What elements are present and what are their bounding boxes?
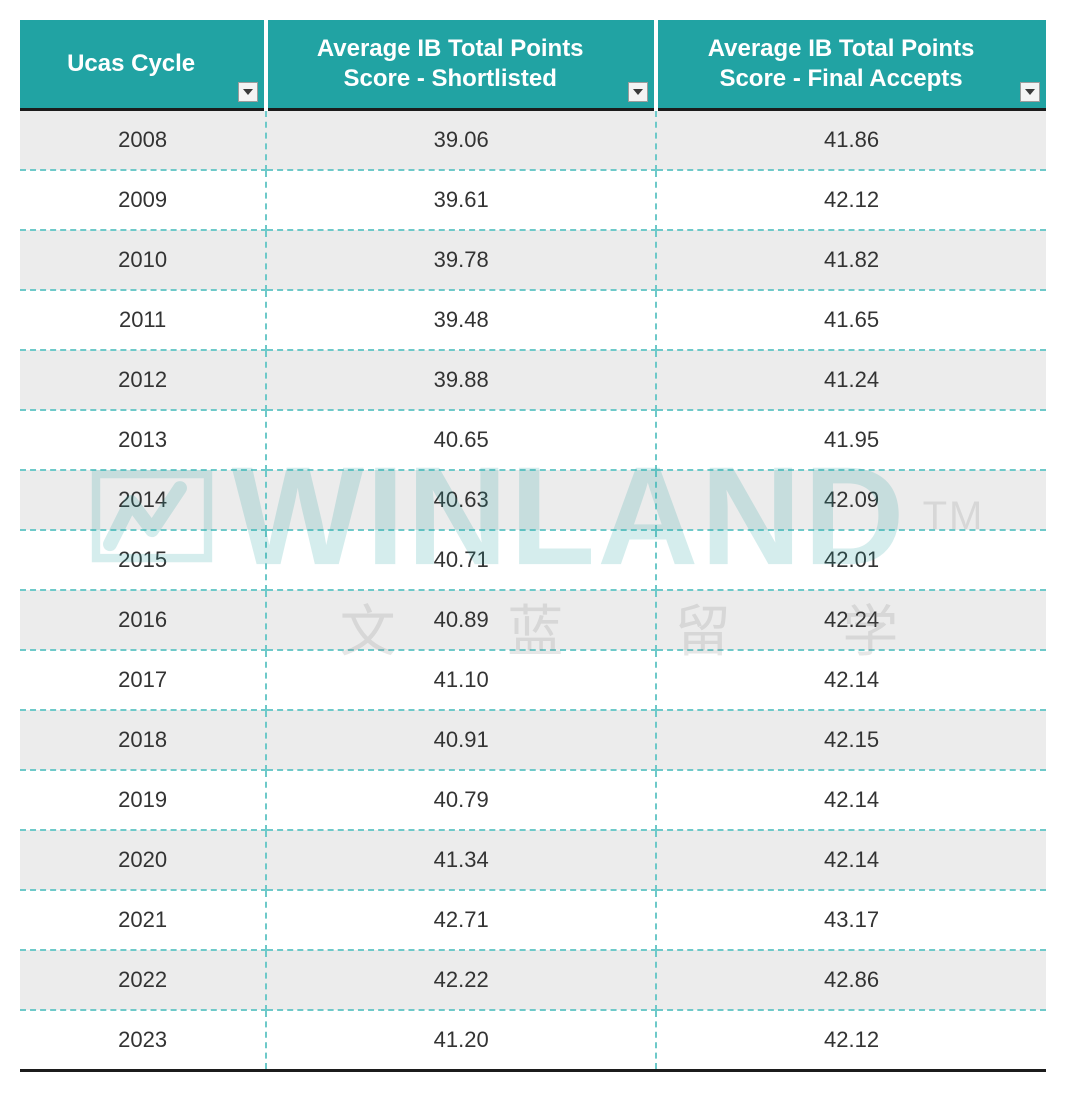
table-row: 200939.6142.12 bbox=[20, 170, 1046, 230]
table-row: 201440.6342.09 bbox=[20, 470, 1046, 530]
filter-button[interactable] bbox=[238, 82, 258, 102]
table-cell: 40.71 bbox=[266, 530, 656, 590]
table-cell: 2015 bbox=[20, 530, 266, 590]
table-cell: 42.14 bbox=[656, 770, 1046, 830]
table-row: 201741.1042.14 bbox=[20, 650, 1046, 710]
table-cell: 42.15 bbox=[656, 710, 1046, 770]
table-cell: 43.17 bbox=[656, 890, 1046, 950]
table-body: 200839.0641.86200939.6142.12201039.7841.… bbox=[20, 110, 1046, 1071]
table-cell: 2021 bbox=[20, 890, 266, 950]
table-row: 201139.4841.65 bbox=[20, 290, 1046, 350]
col-header-final-accepts: Average IB Total Points Score - Final Ac… bbox=[656, 20, 1046, 110]
table-cell: 2011 bbox=[20, 290, 266, 350]
table-cell: 2019 bbox=[20, 770, 266, 830]
table-cell: 42.09 bbox=[656, 470, 1046, 530]
table-cell: 2022 bbox=[20, 950, 266, 1010]
table-cell: 2009 bbox=[20, 170, 266, 230]
table-row: 201940.7942.14 bbox=[20, 770, 1046, 830]
filter-button[interactable] bbox=[1020, 82, 1040, 102]
table-cell: 2012 bbox=[20, 350, 266, 410]
table-cell: 2023 bbox=[20, 1010, 266, 1071]
table-cell: 39.61 bbox=[266, 170, 656, 230]
chevron-down-icon bbox=[1024, 86, 1036, 98]
table-container: WINLAND TM 文 蓝 留 学 Ucas Cycle Average IB… bbox=[20, 20, 1046, 1072]
table-row: 201840.9142.15 bbox=[20, 710, 1046, 770]
table-header-row: Ucas Cycle Average IB Total Points Score… bbox=[20, 20, 1046, 110]
table-row: 202142.7143.17 bbox=[20, 890, 1046, 950]
chevron-down-icon bbox=[632, 86, 644, 98]
col-header-shortlisted: Average IB Total Points Score - Shortlis… bbox=[266, 20, 656, 110]
filter-button[interactable] bbox=[628, 82, 648, 102]
table-row: 201340.6541.95 bbox=[20, 410, 1046, 470]
table-cell: 41.65 bbox=[656, 290, 1046, 350]
table-cell: 2010 bbox=[20, 230, 266, 290]
table-cell: 40.63 bbox=[266, 470, 656, 530]
table-cell: 42.12 bbox=[656, 170, 1046, 230]
table-cell: 40.79 bbox=[266, 770, 656, 830]
table-cell: 2018 bbox=[20, 710, 266, 770]
table-cell: 41.82 bbox=[656, 230, 1046, 290]
table-row: 201540.7142.01 bbox=[20, 530, 1046, 590]
col-header-label: Ucas Cycle bbox=[67, 50, 195, 77]
table-cell: 40.89 bbox=[266, 590, 656, 650]
table-cell: 2017 bbox=[20, 650, 266, 710]
table-cell: 39.78 bbox=[266, 230, 656, 290]
table-row: 200839.0641.86 bbox=[20, 110, 1046, 171]
table-cell: 42.22 bbox=[266, 950, 656, 1010]
chevron-down-icon bbox=[242, 86, 254, 98]
table-cell: 39.06 bbox=[266, 110, 656, 171]
table-row: 202041.3442.14 bbox=[20, 830, 1046, 890]
table-cell: 2013 bbox=[20, 410, 266, 470]
table-cell: 42.12 bbox=[656, 1010, 1046, 1071]
table-cell: 42.01 bbox=[656, 530, 1046, 590]
table-cell: 41.86 bbox=[656, 110, 1046, 171]
ib-scores-table: Ucas Cycle Average IB Total Points Score… bbox=[20, 20, 1046, 1072]
table-cell: 42.14 bbox=[656, 650, 1046, 710]
table-cell: 42.24 bbox=[656, 590, 1046, 650]
table-cell: 40.65 bbox=[266, 410, 656, 470]
table-cell: 42.71 bbox=[266, 890, 656, 950]
table-cell: 42.14 bbox=[656, 830, 1046, 890]
table-cell: 40.91 bbox=[266, 710, 656, 770]
table-row: 201239.8841.24 bbox=[20, 350, 1046, 410]
table-cell: 42.86 bbox=[656, 950, 1046, 1010]
table-cell: 41.20 bbox=[266, 1010, 656, 1071]
table-cell: 41.10 bbox=[266, 650, 656, 710]
table-row: 202341.2042.12 bbox=[20, 1010, 1046, 1071]
table-row: 202242.2242.86 bbox=[20, 950, 1046, 1010]
col-header-label: Average IB Total Points Score - Shortlis… bbox=[317, 35, 584, 92]
table-cell: 41.34 bbox=[266, 830, 656, 890]
col-header-label: Average IB Total Points Score - Final Ac… bbox=[708, 35, 975, 92]
table-cell: 2016 bbox=[20, 590, 266, 650]
table-cell: 2008 bbox=[20, 110, 266, 171]
table-cell: 39.48 bbox=[266, 290, 656, 350]
table-cell: 39.88 bbox=[266, 350, 656, 410]
table-cell: 2014 bbox=[20, 470, 266, 530]
table-cell: 41.95 bbox=[656, 410, 1046, 470]
table-row: 201640.8942.24 bbox=[20, 590, 1046, 650]
col-header-ucas-cycle: Ucas Cycle bbox=[20, 20, 266, 110]
table-cell: 2020 bbox=[20, 830, 266, 890]
table-cell: 41.24 bbox=[656, 350, 1046, 410]
table-row: 201039.7841.82 bbox=[20, 230, 1046, 290]
